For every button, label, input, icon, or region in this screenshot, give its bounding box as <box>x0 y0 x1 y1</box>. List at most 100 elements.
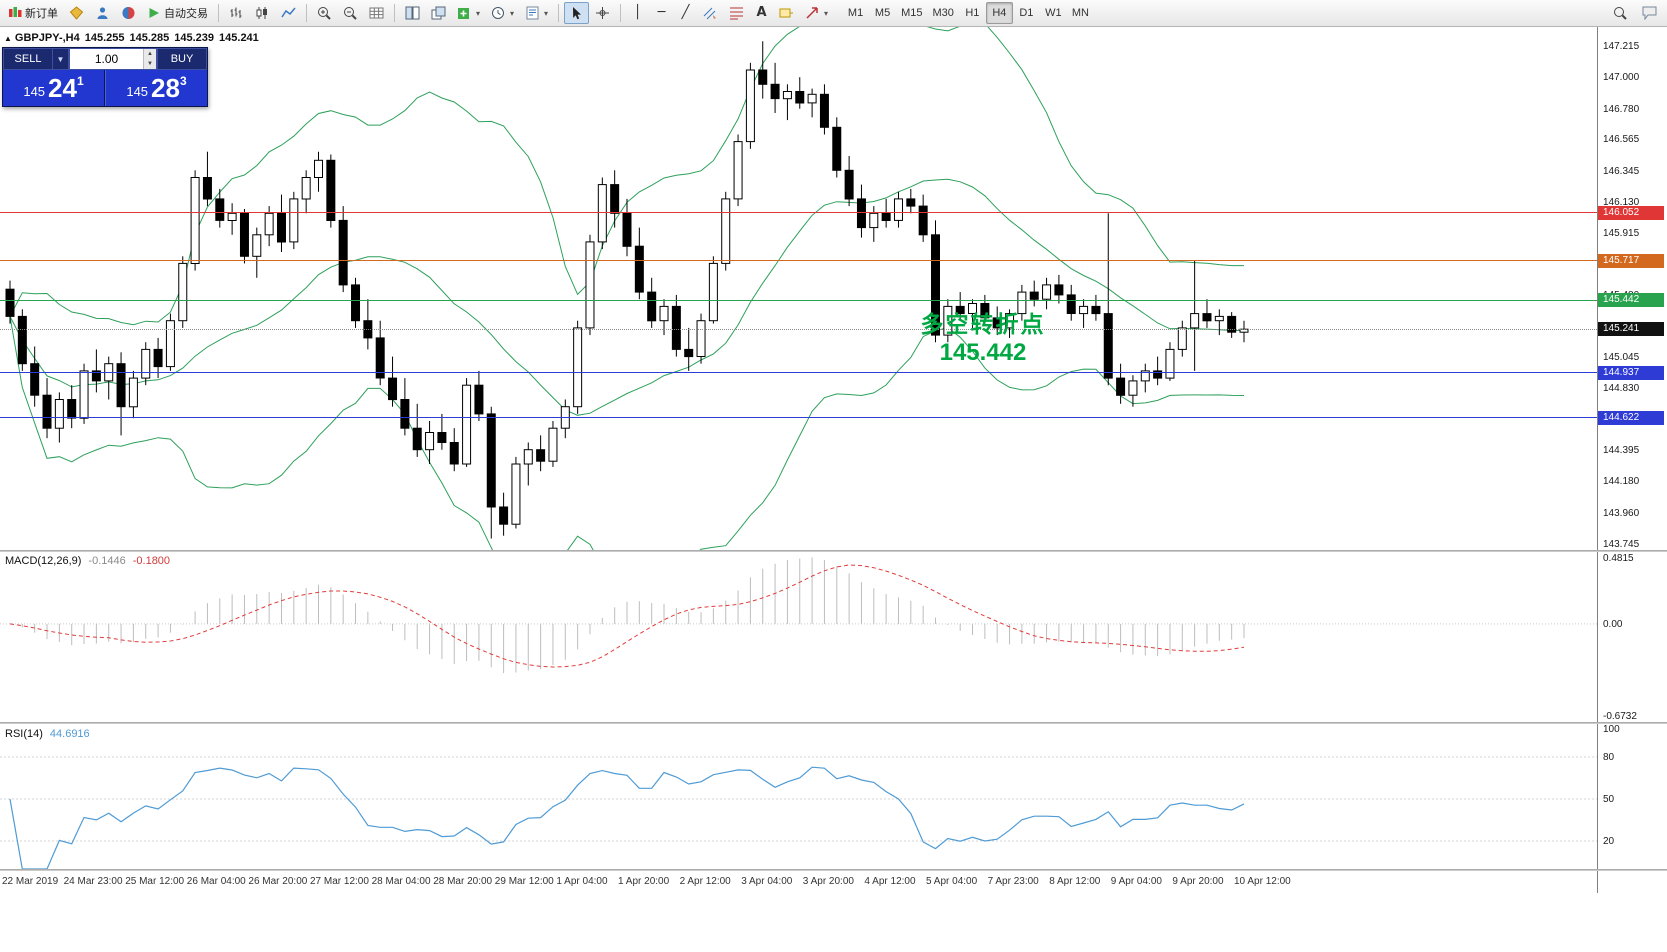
channel-icon <box>703 7 717 20</box>
line-chart-button[interactable] <box>276 2 301 24</box>
time-axis-label: 27 Mar 12:00 <box>310 876 369 887</box>
time-axis-label: 10 Apr 12:00 <box>1234 876 1291 887</box>
crosshair-button[interactable] <box>590 2 615 24</box>
candle <box>462 378 472 467</box>
line-chart-icon <box>281 7 296 18</box>
rsi-axis-tick: 80 <box>1603 752 1615 763</box>
candle <box>819 84 829 135</box>
candlestick-chart[interactable] <box>0 27 1597 550</box>
timeframe-w1-button[interactable]: W1 <box>1040 2 1067 24</box>
horizontal-level-line[interactable] <box>0 212 1597 214</box>
mql5-button[interactable] <box>116 2 141 24</box>
horizontal-level-line[interactable] <box>0 328 1597 330</box>
templates-button[interactable]: ▾ <box>520 2 553 24</box>
cascade-windows-icon <box>431 6 446 20</box>
community-button[interactable] <box>90 2 115 24</box>
grid-button[interactable] <box>364 2 389 24</box>
time-axis-label: 1 Apr 04:00 <box>556 876 608 887</box>
time-axis[interactable]: 22 Mar 2019 24 Mar 23:00 25 Mar 12:00 26 Ma… <box>0 872 1597 892</box>
rsi-panel[interactable]: RSI(14) 44.6916 <box>0 725 1597 869</box>
candlestick-chart-button[interactable] <box>250 2 275 24</box>
volume-up-button[interactable]: ▲ <box>144 49 156 59</box>
search-button[interactable] <box>1608 2 1633 24</box>
candle <box>1029 280 1039 307</box>
candle <box>351 277 361 328</box>
bollinger-band <box>9 316 1245 550</box>
horizontal-level-line[interactable] <box>0 299 1597 301</box>
autotrading-button[interactable]: 自动交易 <box>142 2 213 24</box>
cascade-windows-button[interactable] <box>426 2 451 24</box>
symbol-d ropdown-icon: ▲ <box>4 34 12 43</box>
vertical-line-button[interactable]: │ <box>626 2 649 24</box>
timeframe-m15-button[interactable]: M15 <box>896 2 927 24</box>
panel-divider[interactable] <box>0 869 1667 871</box>
channel-button[interactable] <box>698 2 723 24</box>
cursor-button[interactable] <box>564 2 590 24</box>
chart-annotation[interactable]: 多空转折点 145.442 <box>893 311 1073 367</box>
time-axis-label: 28 Mar 04:00 <box>371 876 431 887</box>
macd-axis-tick: -0.6732 <box>1603 711 1637 722</box>
price-axis-tick: 146.130 <box>1603 196 1640 208</box>
clock-icon <box>492 7 505 19</box>
volume-down-button[interactable]: ▼ <box>144 59 156 69</box>
bar-chart-button[interactable] <box>224 2 249 24</box>
candle <box>733 134 743 207</box>
text-button[interactable]: A <box>750 2 773 24</box>
trade-quote-row: 145 24 1 145 28 3 <box>3 70 207 106</box>
horizontal-line-button[interactable]: ─ <box>650 2 673 24</box>
buy-button[interactable]: BUY <box>157 48 207 70</box>
horizontal-level-line[interactable] <box>0 372 1597 374</box>
zoom-out-button[interactable] <box>338 2 363 24</box>
sell-button[interactable]: SELL <box>3 48 53 70</box>
ask-price-button[interactable]: 145 28 3 <box>105 70 207 106</box>
candlestick-chart-icon <box>256 7 267 19</box>
chat-button[interactable] <box>1637 2 1663 24</box>
fibonacci-button[interactable] <box>724 2 749 24</box>
crosshair-icon <box>596 7 610 19</box>
time-axis-label: 4 Apr 12:00 <box>864 876 916 887</box>
new-order-button[interactable]: 新订单 <box>3 2 63 24</box>
candle <box>1091 294 1101 321</box>
axis-divider <box>1597 27 1598 893</box>
ohlc-high: 145.285 <box>129 32 170 44</box>
timeframe-mn-button[interactable]: MN <box>1067 2 1094 24</box>
macd-panel[interactable]: MACD(12,26,9) -0.1446 -0.1800 <box>0 552 1597 722</box>
panel-divider[interactable] <box>0 722 1667 724</box>
tile-windows-button[interactable] <box>400 2 425 24</box>
timeframe-m1-button[interactable]: M1 <box>842 2 869 24</box>
market-button[interactable] <box>64 2 89 24</box>
timeframe-m5-button[interactable]: M5 <box>869 2 896 24</box>
toolbar: 新订单 自动交易 <box>0 0 1667 27</box>
chevron-down-icon: ▾ <box>476 8 481 18</box>
ohlc-low: 145.239 <box>174 32 215 44</box>
trendline-button[interactable]: ╱ <box>674 2 697 24</box>
panel-divider[interactable] <box>0 550 1667 552</box>
text-label-button[interactable] <box>774 2 799 24</box>
arrows-button[interactable]: ▾ <box>800 2 833 24</box>
price-axis[interactable]: 147.215 147.000 146.780 146.565 146.345 146.1… <box>1598 27 1666 550</box>
time-axis-label: 26 Mar 20:00 <box>248 876 308 887</box>
price-axis-tick: 145.045 <box>1603 352 1640 364</box>
timeframe-d1-button[interactable]: D1 <box>1013 2 1040 24</box>
main-chart-panel[interactable]: ▲ GBPJPY-,H4 145.255 145.285 145.239 145.241 … <box>0 27 1597 550</box>
candle <box>1214 309 1224 336</box>
candle <box>548 421 558 467</box>
timeframe-h1-button[interactable]: H1 <box>959 2 986 24</box>
indicators-button[interactable]: ▾ <box>452 2 485 24</box>
timeframe-toolbar: M1 M5 M15 M30 H1 H4 D1 W1 MN <box>842 2 1094 24</box>
candle <box>1116 363 1126 404</box>
timeframe-h4-button[interactable]: H4 <box>985 2 1013 24</box>
candle <box>1202 299 1212 328</box>
zoom-in-button[interactable] <box>312 2 337 24</box>
candle <box>708 256 718 324</box>
bid-price-button[interactable]: 145 24 1 <box>3 70 105 106</box>
timeframes-dropdown-button[interactable]: ▾ <box>486 2 519 24</box>
volume-dropdown-button[interactable]: ▼ <box>53 48 69 70</box>
candle <box>955 292 965 321</box>
candle <box>992 306 1002 336</box>
volume-input[interactable] <box>70 49 143 69</box>
timeframe-m30-button[interactable]: M30 <box>927 2 958 24</box>
horizontal-level-line[interactable] <box>0 260 1597 262</box>
horizontal-level-line[interactable] <box>0 417 1597 419</box>
